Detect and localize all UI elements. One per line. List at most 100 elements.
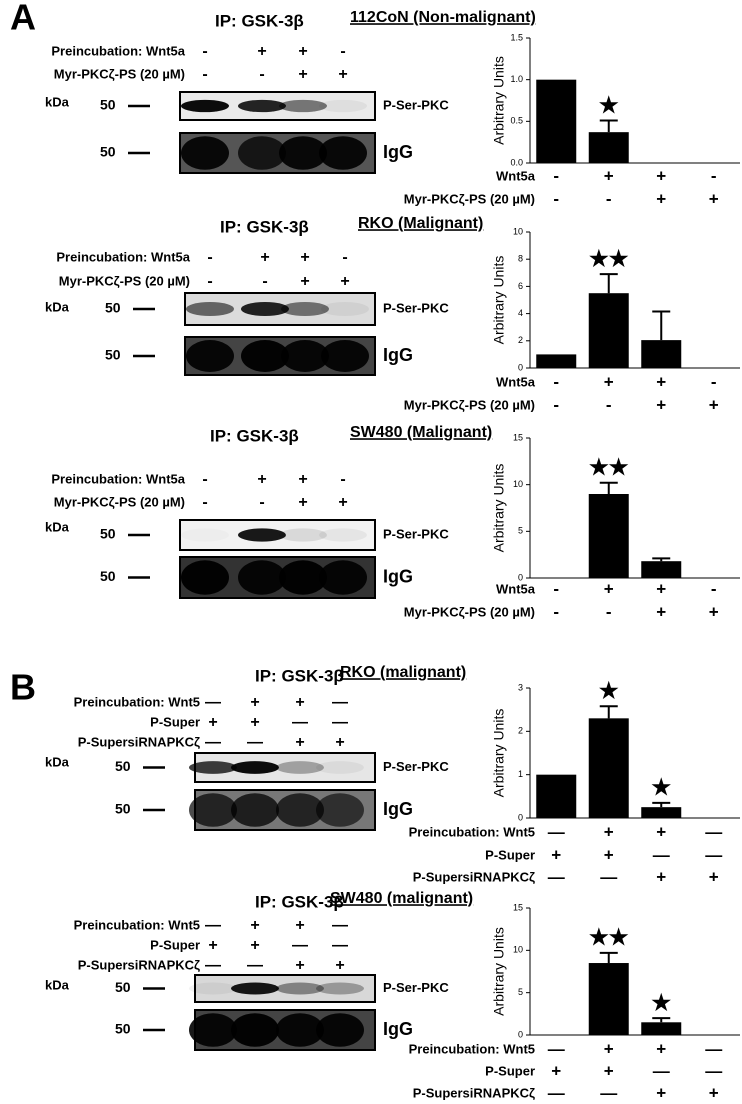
band — [321, 340, 369, 372]
treatment-sign: + — [250, 917, 259, 934]
treatment-sign: — — [205, 957, 221, 974]
treatment-label: Preincubation: Wnt5 — [74, 694, 200, 709]
error-bar — [652, 310, 671, 341]
band — [279, 528, 327, 542]
treatment-sign: + — [300, 249, 309, 266]
band-label: IgG — [383, 799, 413, 819]
treatment-sign: — — [205, 734, 221, 751]
band — [276, 761, 324, 774]
y-tick-label: 5 — [518, 987, 523, 997]
y-axis-label: Arbitrary Units — [491, 464, 507, 553]
bar — [536, 79, 577, 163]
y-tick-label: 0 — [518, 572, 523, 582]
condition-sign: - — [553, 602, 559, 621]
condition-sign: — — [705, 822, 722, 841]
y-tick-label: 15 — [513, 432, 523, 442]
band — [316, 761, 364, 774]
condition-sign: + — [604, 822, 614, 841]
y-tick-label: 0 — [518, 1029, 523, 1039]
panel-label: B — [10, 667, 36, 708]
kda-label: kDa — [45, 299, 70, 314]
condition-sign: + — [709, 602, 719, 621]
band — [189, 793, 237, 827]
treatment-label: P-SupersiRNAPKCζ — [78, 734, 200, 749]
band-label: IgG — [383, 566, 413, 586]
error-bar — [599, 119, 618, 133]
band — [319, 560, 367, 595]
significance: ★ — [599, 678, 619, 703]
mw-label: 50 — [115, 758, 131, 774]
ip-label: IP: GSK-3β — [255, 666, 344, 685]
band — [238, 528, 286, 542]
treatment-sign: + — [298, 43, 307, 60]
y-tick-label: 0.0 — [510, 157, 523, 167]
condition-label: P-SupersiRNAPKCζ — [413, 1085, 535, 1100]
condition-sign: + — [604, 1039, 614, 1058]
y-tick-label: 10 — [513, 479, 523, 489]
bar — [641, 807, 682, 818]
condition-sign: - — [711, 579, 717, 598]
y-tick-label: 6 — [518, 281, 523, 291]
condition-sign: + — [604, 845, 614, 864]
treatment-sign: — — [247, 734, 263, 751]
treatment-sign: - — [259, 66, 264, 83]
treatment-sign: + — [295, 917, 304, 934]
band — [189, 761, 237, 774]
condition-label: Myr-PKCζ-PS (20 µM) — [404, 191, 535, 206]
significance: ★★ — [589, 455, 629, 480]
treatment-sign: + — [338, 66, 347, 83]
treatment-sign: + — [295, 957, 304, 974]
band — [319, 136, 367, 170]
y-axis-label: Arbitrary Units — [491, 709, 507, 798]
bar — [641, 1022, 682, 1035]
cell-line: RKO (Malignant) — [358, 215, 483, 232]
treatment-sign: + — [300, 273, 309, 290]
treatment-sign: + — [250, 937, 259, 954]
band — [241, 340, 289, 372]
treatment-sign: + — [298, 471, 307, 488]
band — [231, 793, 279, 827]
band-label: IgG — [383, 1019, 413, 1039]
condition-sign: + — [656, 395, 666, 414]
treatment-sign: + — [208, 937, 217, 954]
condition-label: Wnt5a — [496, 374, 536, 389]
y-axis-label: Arbitrary Units — [491, 56, 507, 145]
condition-sign: — — [705, 1061, 722, 1080]
condition-sign: + — [656, 166, 666, 185]
mw-label: 50 — [115, 979, 131, 995]
condition-sign: - — [606, 395, 612, 414]
mw-label: 50 — [105, 300, 121, 316]
cell-line: SW480 (Malignant) — [350, 424, 492, 441]
band — [276, 793, 324, 827]
condition-sign: — — [548, 1083, 565, 1102]
error-bar — [652, 801, 671, 808]
treatment-sign: + — [335, 957, 344, 974]
treatment-sign: — — [205, 917, 221, 934]
condition-sign: - — [553, 189, 559, 208]
bar — [536, 774, 577, 818]
band — [231, 982, 279, 995]
condition-sign: + — [551, 845, 561, 864]
treatment-sign: — — [205, 694, 221, 711]
error-bar — [599, 705, 618, 719]
condition-sign: + — [604, 372, 614, 391]
treatment-sign: — — [332, 694, 348, 711]
treatment-sign: + — [250, 714, 259, 731]
bar — [588, 132, 629, 163]
band-label: P-Ser-PKC — [383, 759, 449, 774]
condition-sign: + — [656, 372, 666, 391]
condition-sign: — — [653, 1061, 670, 1080]
bar — [588, 494, 629, 578]
treatment-sign: - — [207, 249, 212, 266]
y-tick-label: 0 — [518, 362, 523, 372]
y-axis-label: Arbitrary Units — [491, 256, 507, 345]
band-label: P-Ser-PKC — [383, 526, 449, 541]
condition-label: Preincubation: Wnt5 — [409, 824, 535, 839]
bar — [588, 963, 629, 1035]
treatment-sign: + — [208, 714, 217, 731]
ip-label: IP: GSK-3β — [220, 217, 309, 236]
condition-sign: — — [600, 867, 617, 886]
treatment-sign: - — [259, 494, 264, 511]
treatment-sign: - — [202, 494, 207, 511]
treatment-sign: - — [340, 471, 345, 488]
